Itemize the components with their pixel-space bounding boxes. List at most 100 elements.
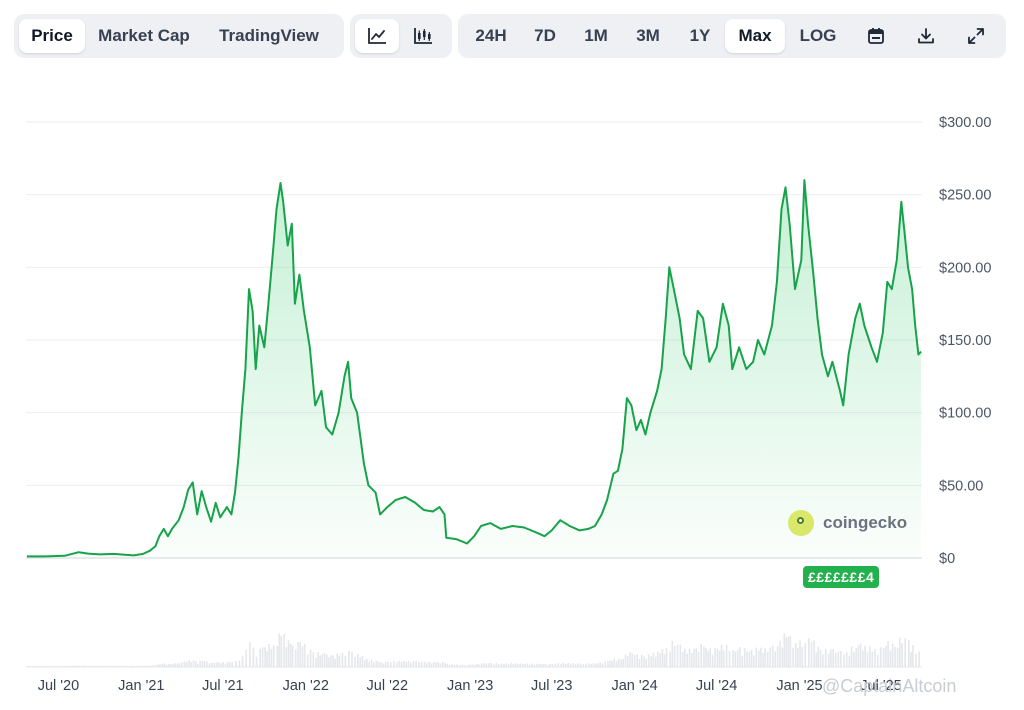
volume-bar [390, 662, 392, 667]
volume-bar [312, 652, 315, 667]
line-chart-button[interactable] [355, 19, 399, 53]
volume-bar [815, 652, 818, 667]
volume-bar [843, 654, 845, 667]
volume-bar [869, 646, 871, 667]
volume-bar [910, 652, 912, 667]
range-3m-button[interactable]: 3M [636, 26, 660, 45]
calendar-button[interactable] [851, 19, 901, 53]
volume-bar [407, 660, 410, 667]
volume-bar [276, 646, 279, 667]
volume-bar [400, 662, 403, 667]
volume-bar [620, 659, 622, 667]
volume-bar [498, 664, 500, 667]
volume-bar [97, 665, 100, 667]
volume-bar [684, 648, 686, 667]
volume-bar [199, 661, 201, 667]
volume-bar [659, 653, 661, 667]
volume-bar [714, 647, 716, 667]
range-max-button[interactable]: Max [725, 19, 785, 53]
volume-bar [669, 651, 671, 667]
x-tick-label: Jan '24 [611, 678, 657, 694]
volume-bar [201, 660, 204, 667]
volume-bar [538, 663, 540, 667]
volume-bar [544, 664, 547, 667]
volume-bar [709, 648, 711, 667]
volume-bar [348, 650, 350, 667]
author-credit: @CaptainAltcoin [822, 676, 957, 696]
volume-bar [588, 663, 590, 667]
volume-bar [485, 663, 488, 667]
x-tick-label: Jan '25 [776, 678, 822, 694]
x-tick-label: Jan '21 [118, 678, 164, 694]
volume-bar [758, 650, 760, 667]
volume-bar [517, 663, 519, 667]
volume-bar [535, 663, 538, 667]
candlestick-chart-button[interactable] [399, 19, 447, 53]
volume-bar [521, 663, 524, 667]
volume-bar [850, 646, 853, 667]
volume-bar [266, 651, 268, 667]
x-tick-label: Jul '20 [38, 678, 79, 694]
volume-bar [194, 661, 197, 667]
volume-bar [633, 655, 636, 667]
x-tick-label: Jul '24 [696, 678, 737, 694]
range-1y-button[interactable]: 1Y [689, 26, 711, 45]
volume-bar [155, 665, 157, 667]
volume-bar [272, 645, 275, 667]
volume-bar [157, 664, 159, 667]
volume-bar [299, 642, 301, 667]
volume-bar [26, 665, 29, 667]
volume-bar [654, 656, 657, 667]
volume-bar [192, 660, 195, 667]
watermark-text: coingecko [823, 513, 908, 532]
volume-bar [481, 663, 483, 667]
volume-bar [309, 649, 312, 667]
volume-bar [106, 665, 109, 667]
download-button[interactable] [901, 19, 951, 53]
volume-bar [533, 664, 536, 667]
volume-bar [567, 663, 569, 667]
tab-price[interactable]: Price [19, 19, 85, 53]
volume-bar [123, 665, 126, 667]
volume-bar [321, 654, 324, 667]
range-24h-button[interactable]: 24H [475, 26, 507, 45]
volume-bar [657, 651, 659, 667]
volume-bar [317, 652, 319, 667]
chart-type-tabs: Price Market Cap TradingView [14, 14, 344, 58]
range-1m-button[interactable]: 1M [584, 26, 608, 45]
volume-bar [574, 664, 577, 667]
volume-bar [908, 640, 910, 667]
y-tick-label: $0 [939, 551, 955, 567]
volume-bar [488, 663, 490, 667]
volume-bar [121, 665, 123, 667]
volume-bar [133, 665, 136, 667]
volume-bar [613, 658, 615, 667]
volume-bar [138, 665, 140, 667]
tab-tradingview[interactable]: TradingView [219, 26, 319, 45]
volume-bar [211, 662, 213, 667]
volume-bar [827, 653, 830, 667]
volume-bar [47, 665, 49, 667]
coingecko-logo-icon [788, 510, 814, 536]
volume-bar [213, 663, 215, 667]
fullscreen-button[interactable] [951, 19, 1001, 53]
volume-bar [716, 648, 719, 667]
volume-bar [57, 665, 59, 667]
volume-bar [226, 661, 229, 667]
volume-bar [631, 653, 633, 667]
volume-bar [703, 646, 705, 667]
range-7d-button[interactable]: 7D [534, 26, 556, 45]
volume-bar [235, 660, 237, 667]
log-scale-button[interactable]: LOG [799, 26, 837, 45]
tab-market-cap[interactable]: Market Cap [98, 26, 190, 45]
volume-bar [711, 654, 714, 667]
volume-bar [546, 664, 549, 667]
volume-bar [514, 663, 517, 667]
volume-bar [32, 665, 34, 667]
volume-bar [326, 654, 328, 667]
volume-bar [471, 664, 474, 667]
volume-bar [161, 664, 164, 667]
volume-bar [306, 654, 309, 667]
volume-bar [415, 661, 417, 667]
